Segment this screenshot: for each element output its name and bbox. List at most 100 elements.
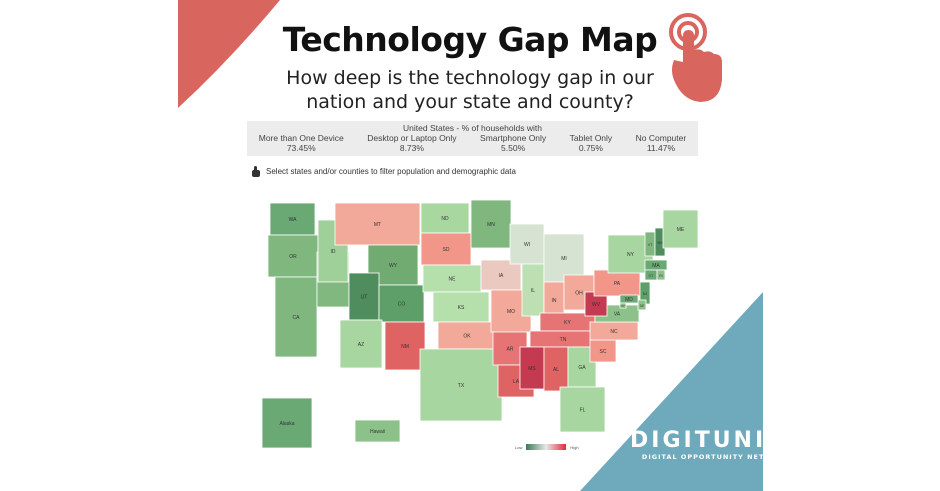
state-hi[interactable] <box>354 419 401 443</box>
state-label: AR <box>507 347 514 353</box>
state-label: UT <box>361 295 368 301</box>
stat-value: 11.47% <box>646 143 676 153</box>
logo-name: DIGITUNITY <box>630 428 804 453</box>
state-label: WV <box>592 302 601 308</box>
state-mn[interactable] <box>470 199 512 249</box>
state-label: KS <box>458 305 465 311</box>
state-label: MO <box>507 309 515 315</box>
tap-hand-icon <box>669 13 722 102</box>
stat-value: 8.73% <box>399 143 424 153</box>
state-label: Alaska <box>279 421 294 427</box>
state-label: DC <box>620 305 626 309</box>
state-label: NM <box>401 344 409 350</box>
stat-label: Tablet Only <box>569 133 613 143</box>
state-label: OR <box>289 254 297 260</box>
state-label: ME <box>677 227 685 233</box>
state-label: ID <box>331 249 336 255</box>
state-label: SD <box>443 247 450 253</box>
stat-value: 5.50% <box>501 143 526 153</box>
state-fl[interactable] <box>559 386 606 433</box>
filter-hint: Select states and/or counties to filter … <box>252 166 516 177</box>
state-co[interactable] <box>378 284 425 323</box>
state-label: TX <box>458 383 465 389</box>
stat-desktop-laptop-only: Desktop or Laptop Only 8.73% <box>367 133 456 153</box>
state-label: LA <box>513 379 520 385</box>
page-title: Technology Gap Map <box>282 20 658 59</box>
state-de[interactable] <box>637 299 647 311</box>
state-label: MN <box>487 222 495 228</box>
state-label: NY <box>627 252 635 258</box>
state-ok[interactable] <box>437 321 497 350</box>
state-label: KY <box>564 320 571 326</box>
teal-corner-decoration <box>580 292 763 491</box>
red-arc-decoration <box>178 0 280 108</box>
state-label: MT <box>374 222 381 228</box>
state-nm[interactable] <box>384 321 426 371</box>
subtitle-line: nation and your state and county? <box>306 91 634 113</box>
state-label: IA <box>499 273 504 279</box>
state-md[interactable] <box>619 294 639 304</box>
filter-hint-text: Select states and/or counties to filter … <box>266 167 516 176</box>
state-ak[interactable] <box>261 397 313 449</box>
stat-label: Smartphone Only <box>480 133 547 143</box>
state-ia[interactable] <box>480 259 522 291</box>
legend-gradient-bar <box>526 444 567 450</box>
state-sd[interactable] <box>420 232 472 266</box>
color-legend: Low High <box>515 444 579 450</box>
state-label: MA <box>652 263 660 269</box>
state-nd[interactable] <box>420 202 470 234</box>
state-label: VT <box>648 243 653 247</box>
state-label: TN <box>560 337 567 343</box>
state-label: MS <box>528 366 536 372</box>
stat-smartphone-only: Smartphone Only 5.50% <box>480 133 546 153</box>
state-label: Hawaii <box>370 429 385 435</box>
state-label: NE <box>449 277 457 283</box>
state-label: MD <box>625 297 633 303</box>
stat-more-than-one-device: More than One Device 73.45% <box>259 133 344 153</box>
digitunity-logo: DIGITUNITY DIGITAL OPPORTUNITY NETWORK <box>630 428 803 461</box>
state-label: NJ <box>643 292 648 296</box>
stat-label: Desktop or Laptop Only <box>367 133 457 143</box>
state-label: WI <box>524 242 530 248</box>
state-ri[interactable] <box>656 269 666 281</box>
state-pa[interactable] <box>593 269 641 297</box>
state-label: ND <box>441 216 449 222</box>
us-stats-panel: United States - % of households with Mor… <box>247 121 698 156</box>
state-al[interactable] <box>543 346 569 392</box>
state-label: IL <box>531 288 535 294</box>
state-label: AL <box>553 367 559 373</box>
state-label: CT <box>649 274 655 278</box>
state-dc[interactable] <box>619 302 627 309</box>
state-label: OH <box>575 291 583 297</box>
state-label: GA <box>578 365 586 371</box>
state-label: WA <box>289 217 298 223</box>
state-label: OK <box>463 334 471 340</box>
state-ne[interactable] <box>422 264 482 293</box>
legend-low-label: Low <box>515 444 523 450</box>
state-label: RI <box>659 274 663 278</box>
subtitle-line: How deep is the technology gap in our <box>286 67 654 89</box>
stat-tablet-only: Tablet Only 0.75% <box>570 133 613 153</box>
legend-high-label: High <box>570 444 579 450</box>
state-ca[interactable] <box>274 276 318 358</box>
state-ks[interactable] <box>432 291 490 323</box>
stat-value: 73.45% <box>286 143 316 153</box>
stats-heading: United States - % of households with <box>403 123 542 133</box>
us-choropleth-map[interactable]: WAORCANVIDMTWYUTCOAZNMNDSDNEKSOKTXMNIAMO… <box>250 195 710 455</box>
state-label: IN <box>552 298 557 304</box>
stat-label: No Computer <box>635 133 687 143</box>
state-az[interactable] <box>339 319 383 369</box>
state-label: CO <box>398 302 406 308</box>
state-label: CA <box>293 315 301 321</box>
logo-tagline: DIGITAL OPPORTUNITY NETWORK <box>641 453 792 461</box>
state-label: PA <box>614 281 621 287</box>
state-wa[interactable] <box>269 202 316 236</box>
state-label: MI <box>561 256 567 262</box>
state-me[interactable] <box>662 209 699 249</box>
state-label: VA <box>614 312 621 318</box>
state-label: NH <box>657 241 663 245</box>
stat-no-computer: No Computer 11.47% <box>636 133 687 153</box>
state-mi[interactable] <box>543 233 585 283</box>
stat-value: 0.75% <box>578 143 603 153</box>
